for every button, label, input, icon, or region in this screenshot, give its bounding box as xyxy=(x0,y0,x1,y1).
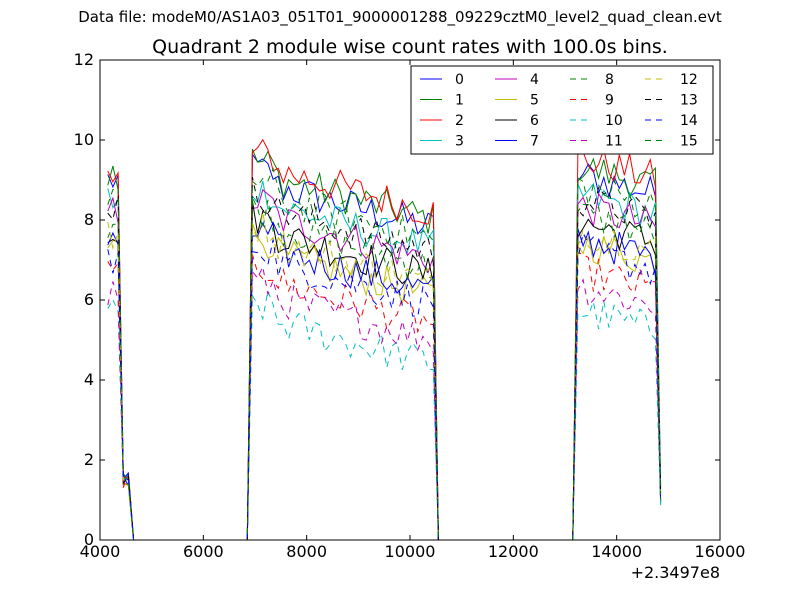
chart-title: Quadrant 2 module wise count rates with … xyxy=(152,36,668,58)
legend-label-2: 2 xyxy=(455,113,464,129)
x-tick-label: 12000 xyxy=(488,542,539,561)
x-tick-label: 14000 xyxy=(591,542,642,561)
y-tick-label: 12 xyxy=(74,50,94,69)
series-line-9 xyxy=(107,251,662,541)
legend-label-14: 14 xyxy=(680,113,698,129)
legend-label-12: 12 xyxy=(680,72,698,88)
legend-label-3: 3 xyxy=(455,134,464,150)
legend-label-7: 7 xyxy=(530,134,539,150)
legend-label-0: 0 xyxy=(455,72,464,88)
legend-label-4: 4 xyxy=(530,72,539,88)
legend-box xyxy=(410,65,714,155)
x-tick-label: 6000 xyxy=(183,542,224,561)
y-tick-label: 6 xyxy=(84,290,94,309)
x-tick-label: 8000 xyxy=(286,542,327,561)
series-line-10 xyxy=(107,288,662,541)
y-tick-label: 8 xyxy=(84,210,94,229)
figure-suptitle: Data file: modeM0/AS1A03_051T01_90000012… xyxy=(78,8,722,26)
y-tick-label: 2 xyxy=(84,450,94,469)
x-tick-label: 10000 xyxy=(385,542,436,561)
legend-label-6: 6 xyxy=(530,113,539,129)
series-line-11 xyxy=(107,265,662,541)
y-tick-label: 4 xyxy=(84,370,94,389)
legend-label-13: 13 xyxy=(680,93,698,109)
legend-label-9: 9 xyxy=(605,93,614,109)
legend-label-5: 5 xyxy=(530,93,539,109)
x-tick-label: 4000 xyxy=(80,542,121,561)
y-tick-label: 0 xyxy=(84,530,94,549)
x-tick-label: 16000 xyxy=(695,542,746,561)
series-lines xyxy=(107,138,662,541)
x-offset-label: +2.3497e8 xyxy=(631,563,720,582)
legend-label-8: 8 xyxy=(605,72,614,88)
legend-label-1: 1 xyxy=(455,93,464,109)
legend-label-15: 15 xyxy=(680,134,698,150)
axis-ticks: 4000 6000 8000 10000 12000 14000 1600002468101… xyxy=(74,50,746,561)
legend-label-10: 10 xyxy=(605,113,623,129)
legend-label-11: 11 xyxy=(605,134,623,150)
y-tick-label: 10 xyxy=(74,130,94,149)
